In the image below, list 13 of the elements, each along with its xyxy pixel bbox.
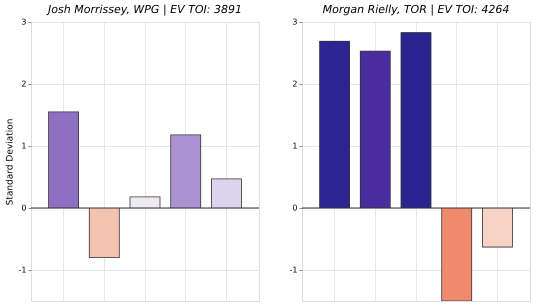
y-tick-label: 2 [21, 80, 26, 88]
y-tick-label: 0 [292, 204, 298, 212]
chart-title: Morgan Rielly, TOR | EV TOI: 4264 [322, 3, 510, 16]
y-axis-title: Standard Deviation [6, 118, 16, 206]
y-tick-label: 3 [21, 18, 26, 26]
y-tick-label: 2 [292, 80, 298, 88]
y-tick-label: 1 [292, 142, 298, 150]
chart-title: Josh Morrissey, WPG | EV TOI: 3891 [46, 3, 242, 16]
y-tick-label: 0 [21, 204, 26, 212]
y-tick-label: 1 [21, 142, 26, 150]
y-tick-label: -1 [18, 266, 26, 274]
y-tick-label: -1 [290, 266, 298, 274]
y-tick-label: 3 [292, 18, 298, 26]
